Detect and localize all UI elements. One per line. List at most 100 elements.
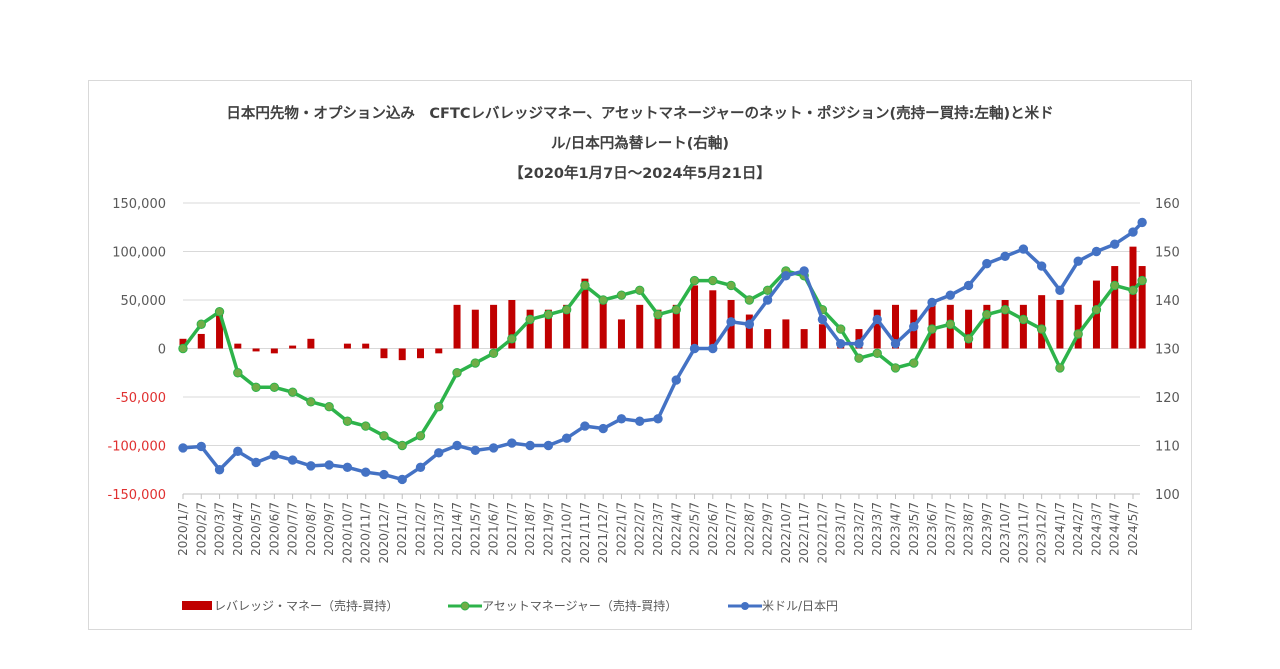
x-axis-tick-label: 2024/5/7 [1126, 502, 1140, 556]
point-usdjpy [342, 462, 353, 473]
bar-leveraged-money [252, 348, 260, 352]
point-asset-manager [397, 440, 407, 451]
point-usdjpy [890, 338, 901, 349]
legend-label: アセットマネージャー（売持-買持） [482, 599, 678, 613]
bar-leveraged-money [818, 324, 826, 349]
x-axis-tick-label: 2023/6/7 [925, 502, 939, 556]
bar-leveraged-money [398, 348, 406, 361]
x-axis-tick-label: 2022/10/7 [779, 502, 793, 564]
point-asset-manager [854, 353, 864, 363]
point-asset-manager [671, 305, 681, 315]
point-usdjpy [1137, 217, 1147, 228]
right-axis-tick-label: 120 [1155, 391, 1180, 406]
bar-leveraged-money [873, 309, 881, 349]
x-axis-tick-label: 2022/4/7 [669, 502, 683, 556]
bar-leveraged-money [892, 304, 899, 349]
bar-leveraged-money [764, 329, 772, 349]
point-usdjpy [525, 440, 535, 451]
point-asset-manager [580, 280, 590, 291]
point-asset-manager [196, 319, 206, 329]
point-asset-manager [1110, 280, 1120, 291]
chart-title-line3: 【2020年1月7日～2024年5月21日】 [509, 166, 771, 182]
point-asset-manager [488, 348, 499, 359]
point-asset-manager [233, 368, 243, 378]
point-asset-manager [1018, 314, 1029, 325]
point-usdjpy [762, 295, 773, 305]
point-asset-manager [452, 368, 462, 378]
x-axis-tick-label: 2021/8/7 [523, 502, 537, 556]
bar-leveraged-money [307, 338, 315, 349]
bar-leveraged-money [362, 343, 370, 349]
bar-leveraged-money [270, 348, 278, 354]
x-axis-tick-label: 2023/4/7 [889, 502, 903, 556]
bar-leveraged-money [563, 304, 571, 349]
bar-leveraged-money [636, 304, 644, 349]
bar-leveraged-money [745, 314, 753, 349]
x-axis-tick-label: 2021/5/7 [468, 502, 482, 556]
x-axis-tick-label: 2022/6/7 [706, 502, 720, 556]
point-asset-manager [415, 431, 426, 441]
point-usdjpy [561, 433, 572, 443]
bar-leveraged-money [1056, 300, 1064, 349]
bar-leveraged-money [1074, 304, 1082, 349]
point-usdjpy [470, 445, 481, 456]
point-asset-manager [616, 290, 627, 300]
right-axis-tick-label: 110 [1155, 440, 1180, 455]
bar-leveraged-money [435, 348, 443, 354]
point-asset-manager [324, 402, 334, 412]
bar-leveraged-money [1138, 266, 1146, 349]
legend-item-leveraged: レバレッジ・マネー（売持-買持） [182, 597, 398, 614]
bar-leveraged-money [709, 290, 717, 349]
x-axis-tick-label: 2020/11/7 [359, 502, 373, 564]
legend-label: レバレッジ・マネー（売持-買持） [214, 599, 399, 613]
point-usdjpy [653, 414, 663, 424]
point-usdjpy [507, 438, 517, 448]
legend-item-asset-manager: アセットマネージャー（売持-買持） [448, 597, 677, 614]
chart-title-line2: ル/日本円為替レート(右軸) [550, 136, 730, 152]
point-usdjpy [251, 457, 261, 468]
point-usdjpy [379, 469, 389, 480]
bar-leveraged-money [654, 309, 662, 349]
point-asset-manager [1091, 305, 1102, 315]
point-asset-manager [1055, 363, 1065, 373]
point-asset-manager [1137, 275, 1147, 286]
x-axis-tick-label: 2022/11/7 [797, 502, 811, 564]
point-usdjpy [324, 460, 334, 470]
point-asset-manager [963, 334, 974, 344]
point-asset-manager [890, 363, 901, 373]
point-usdjpy [196, 441, 206, 452]
bar-leveraged-money [490, 304, 498, 349]
point-asset-manager [342, 416, 353, 426]
left-axis-tick-label: -100,000 [108, 440, 166, 455]
point-asset-manager [360, 421, 371, 431]
point-usdjpy [708, 343, 718, 354]
bar-leveraged-money [453, 304, 461, 349]
bar-leveraged-money [1019, 304, 1027, 349]
point-usdjpy [1055, 285, 1065, 295]
point-asset-manager [507, 334, 517, 344]
point-usdjpy [744, 319, 755, 329]
point-usdjpy [488, 443, 499, 453]
point-asset-manager [945, 319, 956, 329]
point-asset-manager [287, 387, 298, 397]
left-axis-tick-label: -50,000 [116, 391, 166, 406]
x-axis-tick-label: 2022/9/7 [761, 502, 775, 556]
x-axis-tick-label: 2021/3/7 [432, 502, 446, 556]
point-asset-manager [689, 275, 700, 286]
point-asset-manager [214, 306, 225, 317]
x-axis-tick-label: 2023/3/7 [870, 502, 884, 556]
point-usdjpy [854, 338, 864, 349]
bar-leveraged-money [508, 300, 516, 349]
legend-label: 米ドル/日本円 [762, 599, 839, 613]
bar-leveraged-money [1092, 280, 1100, 349]
bar-leveraged-money [343, 343, 351, 349]
point-usdjpy [671, 375, 681, 385]
x-axis-tick-label: 2021/7/7 [505, 502, 519, 556]
point-asset-manager [598, 295, 608, 305]
point-asset-manager [653, 309, 663, 320]
left-axis-tick-label: 50,000 [121, 294, 167, 309]
legend-swatch-blue-line [728, 601, 762, 610]
point-usdjpy [909, 321, 919, 332]
bar-leveraged-money [599, 300, 607, 349]
